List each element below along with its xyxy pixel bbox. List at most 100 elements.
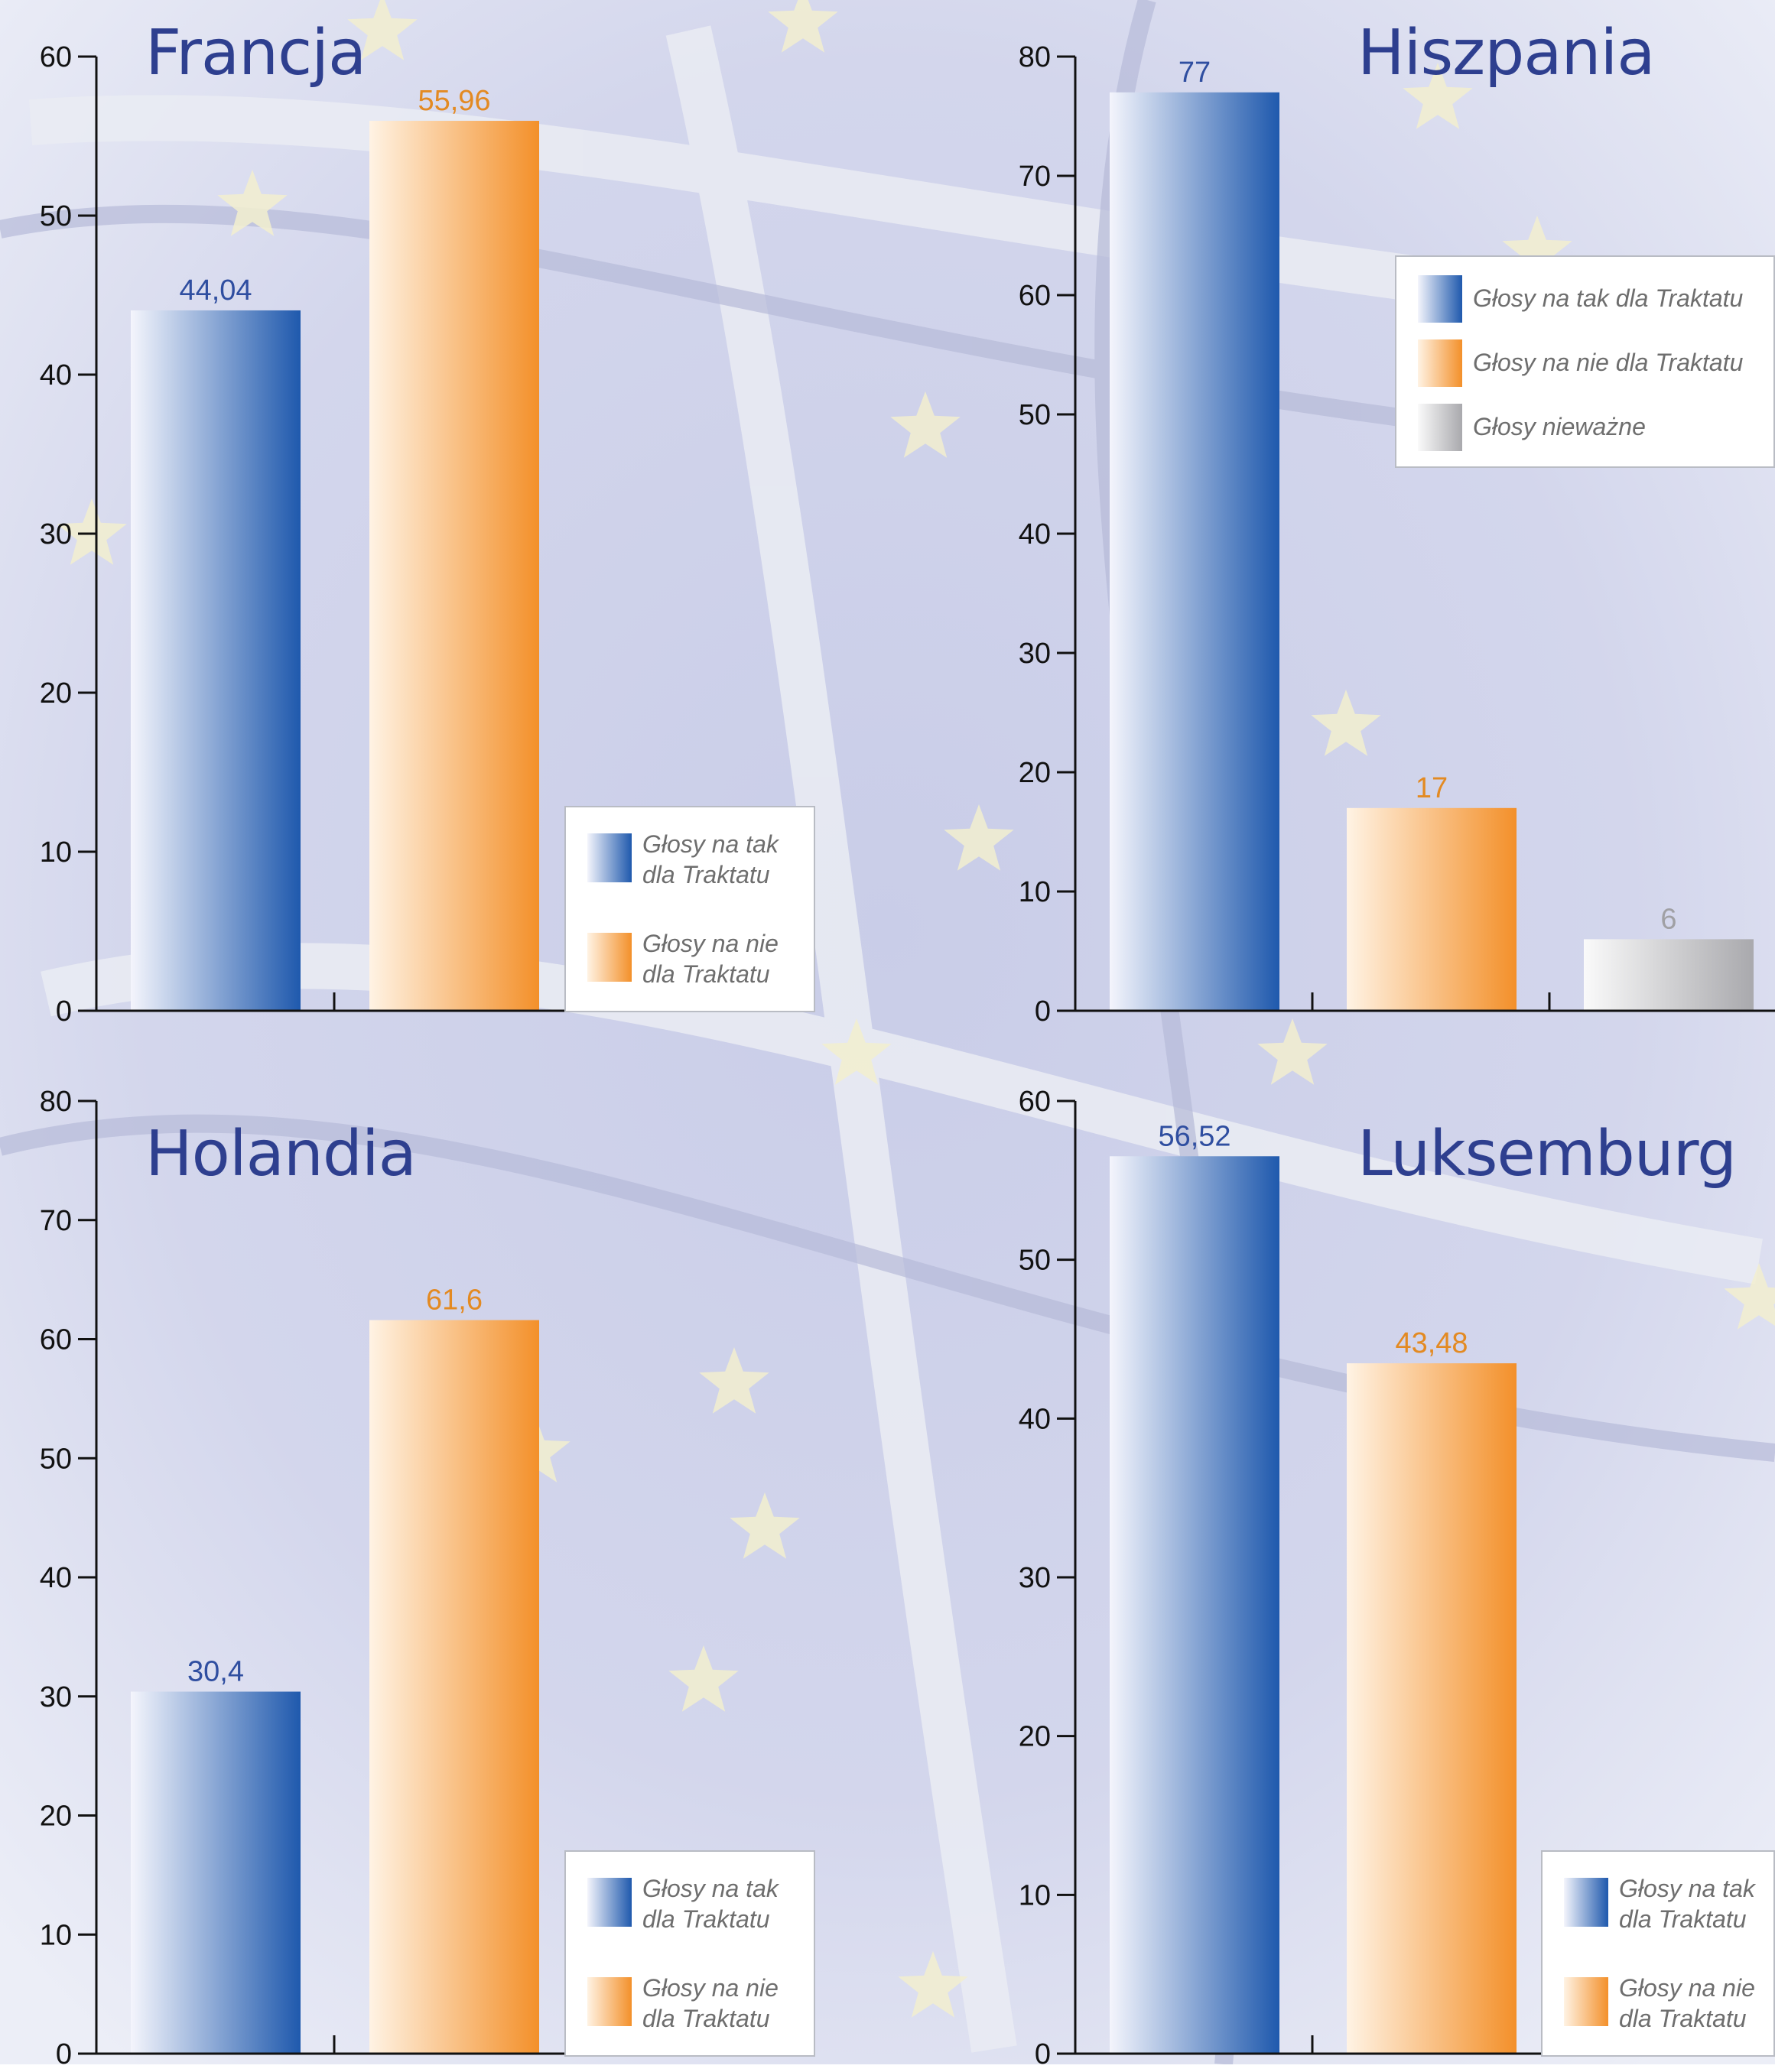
bar-tak [131, 310, 301, 1011]
legend-label-line: Głosy na nie [642, 930, 779, 957]
flag-star [699, 1347, 769, 1414]
chart-title: Francja [145, 17, 366, 89]
legend-label: Głosy na nie dla Traktatu [642, 928, 779, 989]
chart-svg-francja: 44,04 55,96 0 10 20 30 40 50 60 [40, 41, 564, 1028]
y-tick-label: 60 [40, 41, 72, 73]
legend-label: Głosy na nie dla Traktatu [1473, 347, 1743, 378]
legend-item-nie: Głosy na nie dla Traktatu [566, 1973, 814, 2072]
y-tick-label: 50 [1019, 1245, 1051, 1277]
chart-legend: Głosy na tak dla Traktatu Głosy na nie dl… [1395, 255, 1775, 468]
legend-item-tak: Głosy na tak dla Traktatu [1543, 1873, 1773, 1973]
chart-title: Holandia [145, 1118, 417, 1190]
y-tick-label: 80 [40, 1086, 72, 1118]
legend-label-line: dla Traktatu [642, 1905, 770, 1933]
y-tick-label: 0 [56, 995, 72, 1028]
bar-tak [1110, 92, 1279, 1011]
legend-label: Głosy na nie dla Traktatu [642, 1973, 779, 2034]
legend-label-line: Głosy na tak [642, 1875, 779, 1902]
y-tick-label: 60 [1019, 1086, 1051, 1118]
y-tick-label: 10 [40, 1919, 72, 1951]
legend-swatch-nie [587, 933, 632, 982]
y-tick-label: 80 [1019, 41, 1051, 73]
bar-nie [369, 121, 539, 1012]
y-tick-label: 30 [40, 518, 72, 550]
flag-star [890, 391, 961, 458]
legend-item-nie: Głosy na nie dla Traktatu [566, 928, 814, 1028]
y-tick-label: 40 [40, 359, 72, 391]
bar-tak [131, 1691, 301, 2054]
legend-label: Głosy na tak dla Traktatu [1473, 283, 1743, 313]
legend-label: Głosy na tak dla Traktatu [1619, 1873, 1755, 1934]
flag-star [1502, 216, 1572, 282]
legend-item-tak: Głosy na tak dla Traktatu [566, 829, 814, 928]
legend-label-line: Głosy na nie [642, 1974, 779, 2002]
y-tick-label: 50 [40, 1443, 72, 1475]
legend-swatch-nie [587, 1977, 632, 2026]
value-label-tak: 44,04 [179, 274, 252, 307]
legend-item-tak: Głosy na tak dla Traktatu [1396, 274, 1773, 338]
legend-label-line: dla Traktatu [642, 861, 770, 888]
bar-tak [1110, 1156, 1279, 2054]
chart-title: Luksemburg [1357, 1118, 1737, 1190]
legend-item-niewazne: Głosy nieważne [1396, 402, 1773, 466]
legend-label-line: Głosy na nie [1619, 1974, 1755, 2002]
legend-label-line: dla Traktatu [1619, 2005, 1747, 2032]
bar-niewazne [1584, 939, 1754, 1011]
flag-star [217, 170, 288, 236]
flag-star [1403, 63, 1473, 129]
y-tick-label: 20 [1019, 1721, 1051, 1753]
chart-panel-holandia: 30,4 61,6 0 10 20 30 40 50 60 70 80 Holandia Głosy… [0, 1025, 887, 2070]
legend-item-tak: Głosy na tak dla Traktatu [566, 1873, 814, 1973]
flag-star [821, 1018, 892, 1085]
legend-label-line: Głosy na nie dla Traktatu [1473, 349, 1744, 376]
flag-star [1311, 690, 1381, 756]
legend-label-line: Głosy na tak [1619, 1875, 1755, 1902]
chart-legend: Głosy na tak dla Traktatu Głosy na nie dla … [564, 1850, 815, 2057]
y-tick-label: 0 [1035, 995, 1051, 1028]
legend-swatch-tak [1564, 1878, 1608, 1927]
value-label-nie: 17 [1416, 772, 1448, 804]
flag-star [944, 804, 1014, 871]
y-tick-label: 20 [40, 677, 72, 710]
flag-star [347, 0, 418, 60]
flag-star [1257, 1018, 1328, 1085]
chart-panel-luksemburg: 56,52 43,48 0 10 20 30 40 50 60 Luksemburg Głosy… [918, 1025, 1775, 2070]
bar-nie [1347, 1363, 1517, 2054]
legend-label-line: dla Traktatu [642, 960, 770, 988]
legend-label: Głosy nieważne [1473, 411, 1646, 442]
value-label-tak: 30,4 [187, 1656, 244, 1688]
legend-label-line: dla Traktatu [1619, 1905, 1747, 1933]
legend-swatch-nie [1564, 1977, 1608, 2026]
flag-star [668, 1645, 739, 1712]
flag-star [768, 0, 838, 53]
y-tick-label: 60 [1019, 280, 1051, 312]
legend-item-nie: Głosy na nie dla Traktatu [1543, 1973, 1773, 2072]
legend-swatch-nie [1418, 339, 1462, 387]
legend-label: Głosy na tak dla Traktatu [642, 1873, 779, 1934]
legend-item-nie: Głosy na nie dla Traktatu [1396, 338, 1773, 402]
value-label-nie: 55,96 [418, 85, 490, 117]
chart-panel-hiszpania: 77 17 6 0 10 20 30 40 50 60 70 80 Hiszpania Głosy n… [918, 0, 1775, 1028]
bar-nie [369, 1320, 539, 2054]
y-tick-label: 20 [1019, 757, 1051, 789]
chart-legend: Głosy na tak dla Traktatu Głosy na nie dla … [1541, 1850, 1775, 2057]
bar-nie [1347, 807, 1517, 1011]
legend-swatch-tak [587, 1878, 632, 1927]
chart-panel-francja: 44,04 55,96 0 10 20 30 40 50 60 Francja Głosy na… [0, 0, 887, 1028]
flag-star [898, 1951, 968, 2018]
legend-swatch-tak [1418, 275, 1462, 323]
y-tick-label: 0 [1035, 2038, 1051, 2070]
chart-svg-holandia: 30,4 61,6 0 10 20 30 40 50 60 70 80 [40, 1086, 564, 2070]
legend-label-line: Głosy na tak [642, 830, 779, 858]
chart-title: Hiszpania [1357, 17, 1656, 89]
y-tick-label: 10 [1019, 876, 1051, 908]
value-label-niewazne: 6 [1660, 903, 1676, 935]
value-label-tak: 56,52 [1158, 1120, 1230, 1152]
legend-swatch-niewazne [1418, 404, 1462, 451]
y-tick-label: 50 [40, 200, 72, 232]
legend-label-line: Głosy nieważne [1473, 413, 1646, 440]
flag-star [1724, 1263, 1775, 1330]
value-label-tak: 77 [1178, 57, 1211, 89]
y-tick-label: 70 [40, 1205, 72, 1237]
